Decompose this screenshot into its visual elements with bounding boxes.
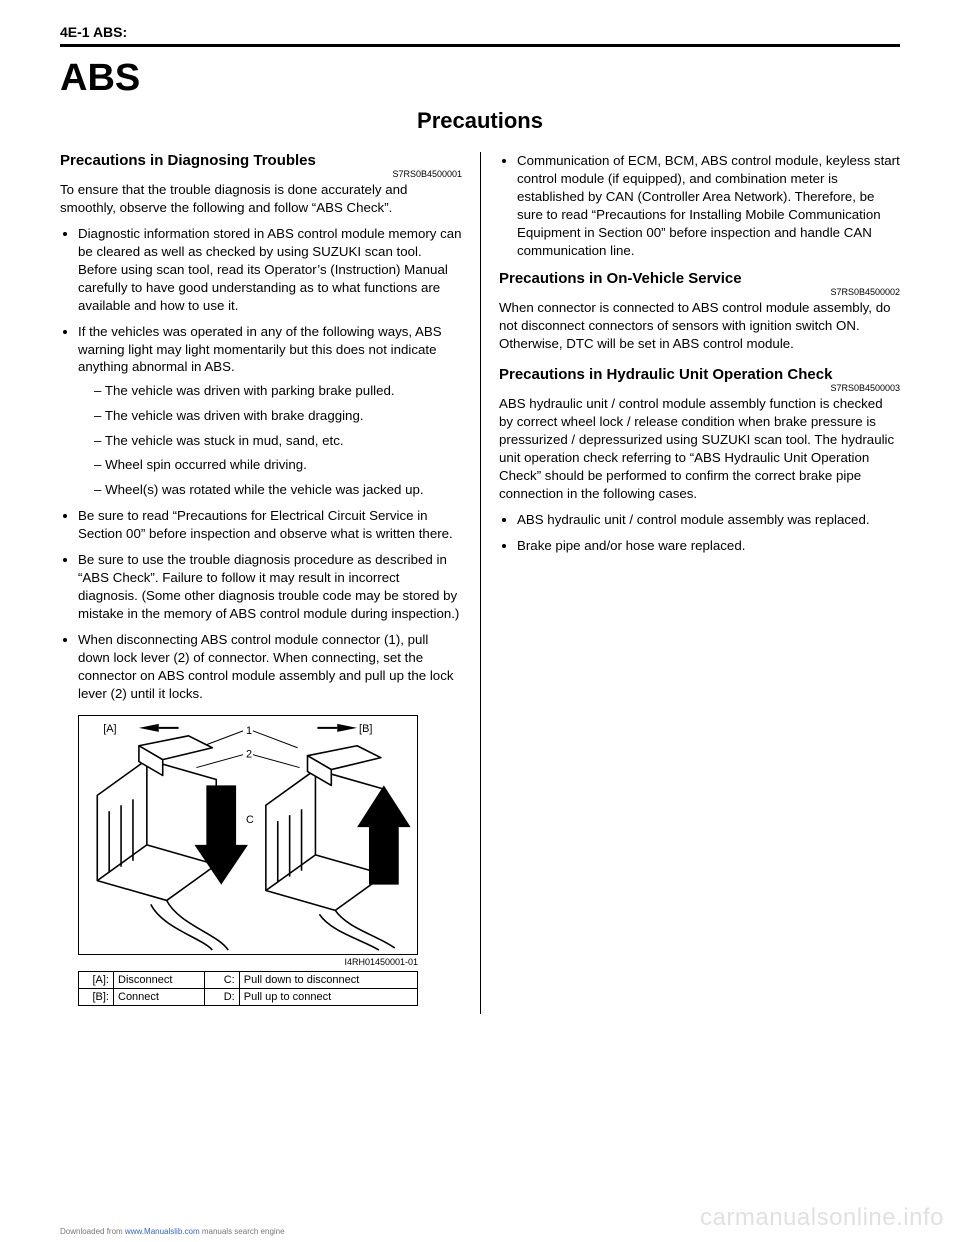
table-row: [B]: Connect D: Pull up to connect xyxy=(79,988,418,1005)
connector-svg: [A] [B] 1 2 C D xyxy=(79,716,417,954)
bullet-list: Diagnostic information stored in ABS con… xyxy=(60,225,462,703)
list-item: When disconnecting ABS control module co… xyxy=(78,631,462,703)
figure-label-1: 1 xyxy=(246,725,252,737)
legend-key: [A]: xyxy=(79,971,114,988)
table-row: [A]: Disconnect C: Pull down to disconne… xyxy=(79,971,418,988)
section-title: Precautions xyxy=(60,108,900,134)
legend-key: C: xyxy=(204,971,239,988)
footer-watermark: carmanualsonline.info xyxy=(700,1204,944,1232)
figure-label-c: C xyxy=(246,814,254,826)
list-item: Be sure to read “Precautions for Electri… xyxy=(78,507,462,543)
connector-figure: [A] [B] 1 2 C D xyxy=(78,715,418,955)
list-item: Communication of ECM, BCM, ABS control m… xyxy=(517,152,900,260)
left-column: Precautions in Diagnosing Troubles S7RS0… xyxy=(60,152,480,1014)
legend-value: Disconnect xyxy=(114,971,205,988)
subheading-hydraulic: Precautions in Hydraulic Unit Operation … xyxy=(499,366,900,383)
list-item: ABS hydraulic unit / control module asse… xyxy=(517,511,900,529)
legend-value: Pull down to disconnect xyxy=(239,971,417,988)
list-item: Be sure to use the trouble diagnosis pro… xyxy=(78,551,462,623)
page-title: ABS xyxy=(60,57,900,100)
list-item: Brake pipe and/or hose ware replaced. xyxy=(517,537,900,555)
dash-list: The vehicle was driven with parking brak… xyxy=(78,382,462,499)
list-item: Diagnostic information stored in ABS con… xyxy=(78,225,462,315)
right-column: Communication of ECM, BCM, ABS control m… xyxy=(480,152,900,1014)
ref-code: S7RS0B4500002 xyxy=(499,287,900,297)
list-item-text: If the vehicles was operated in any of t… xyxy=(78,324,442,375)
footer-left: Downloaded from www.Manualslib.com manua… xyxy=(60,1227,285,1236)
paragraph: When connector is connected to ABS contr… xyxy=(499,299,900,353)
list-item: The vehicle was driven with parking brak… xyxy=(94,382,462,401)
figure-label-a: [A] xyxy=(103,723,116,735)
bullet-list: ABS hydraulic unit / control module asse… xyxy=(499,511,900,555)
footer-text: Downloaded from xyxy=(60,1227,125,1236)
paragraph: ABS hydraulic unit / control module asse… xyxy=(499,395,900,503)
list-item: Wheel spin occurred while driving. xyxy=(94,456,462,475)
legend-key: [B]: xyxy=(79,988,114,1005)
ref-code: S7RS0B4500003 xyxy=(499,383,900,393)
figure-label-2: 2 xyxy=(246,748,252,760)
figure-label-b: [B] xyxy=(359,723,372,735)
page-header: 4E-1 ABS: xyxy=(60,24,900,47)
intro-paragraph: To ensure that the trouble diagnosis is … xyxy=(60,181,462,217)
list-item: The vehicle was stuck in mud, sand, etc. xyxy=(94,432,462,451)
legend-value: Pull up to connect xyxy=(239,988,417,1005)
legend-key: D: xyxy=(204,988,239,1005)
list-item: If the vehicles was operated in any of t… xyxy=(78,323,462,500)
figure-block: [A] [B] 1 2 C D xyxy=(78,715,418,1006)
ref-code: S7RS0B4500001 xyxy=(60,169,462,179)
two-column-layout: Precautions in Diagnosing Troubles S7RS0… xyxy=(60,152,900,1014)
list-item: The vehicle was driven with brake draggi… xyxy=(94,407,462,426)
subheading-diagnosing: Precautions in Diagnosing Troubles xyxy=(60,152,462,169)
subheading-onvehicle: Precautions in On-Vehicle Service xyxy=(499,270,900,287)
footer-link[interactable]: www.Manualslib.com xyxy=(125,1227,200,1236)
legend-value: Connect xyxy=(114,988,205,1005)
legend-table: [A]: Disconnect C: Pull down to disconne… xyxy=(78,971,418,1006)
figure-caption: I4RH01450001-01 xyxy=(78,957,418,967)
list-item: Wheel(s) was rotated while the vehicle w… xyxy=(94,481,462,500)
bullet-list: Communication of ECM, BCM, ABS control m… xyxy=(499,152,900,260)
footer-text: manuals search engine xyxy=(200,1227,285,1236)
